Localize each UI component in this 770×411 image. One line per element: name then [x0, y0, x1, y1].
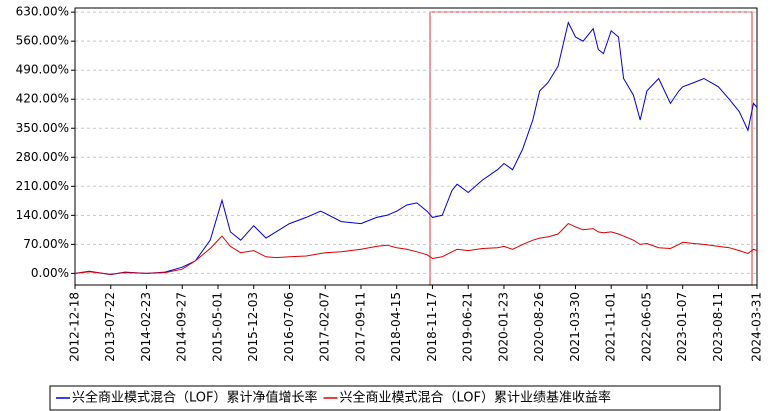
series-line: [74, 21, 758, 276]
x-tick-label: 2020-01-23: [496, 292, 510, 362]
x-tick-label: 2017-02-07: [318, 292, 332, 362]
y-tick-label: 420.00%: [16, 92, 69, 106]
y-tick-label: 490.00%: [16, 63, 69, 77]
x-tick-label: 2015-05-01: [210, 292, 224, 362]
x-tick-label: 2019-06-21: [461, 292, 475, 362]
y-tick-label: 0.00%: [31, 266, 69, 280]
x-tick-label: 2013-07-22: [103, 292, 117, 362]
x-tick-label: 2020-08-26: [532, 292, 546, 362]
y-tick-label: 210.00%: [16, 179, 69, 193]
x-tick-label: 2014-09-27: [175, 292, 189, 362]
y-tick-label: 630.00%: [16, 5, 69, 19]
x-tick-label: 2012-12-18: [68, 292, 82, 362]
legend-label: 兴全商业模式混合（LOF）累计业绩基准收益率: [340, 390, 612, 406]
x-tick-label: 2021-11-01: [604, 292, 618, 362]
y-tick-label: 350.00%: [16, 121, 69, 135]
x-tick-label: 2014-02-23: [139, 292, 153, 362]
x-tick-label: 2021-03-30: [568, 292, 582, 362]
legend-label: 兴全商业模式混合（LOF）累计净值增长率: [72, 390, 318, 406]
x-tick-label: 2015-12-03: [246, 292, 260, 362]
x-tick-label: 2022-06-05: [639, 292, 653, 362]
plot-frame: [74, 7, 758, 286]
x-tick-label: 2023-08-11: [711, 292, 725, 362]
y-tick-label: 70.00%: [23, 237, 69, 251]
x-tick-label: 2024-03-31: [750, 292, 764, 362]
series-line: [74, 222, 758, 275]
y-tick-label: 280.00%: [16, 150, 69, 164]
x-tick-label: 2018-04-15: [389, 292, 403, 362]
x-tick-label: 2018-11-17: [425, 292, 439, 362]
y-tick-label: 140.00%: [16, 208, 69, 222]
legend-box: [49, 385, 721, 411]
x-tick-label: 2016-07-06: [282, 292, 296, 362]
x-tick-label: 2017-09-11: [353, 292, 367, 362]
y-tick-label: 560.00%: [16, 34, 69, 48]
x-tick-label: 2023-01-07: [675, 292, 689, 362]
